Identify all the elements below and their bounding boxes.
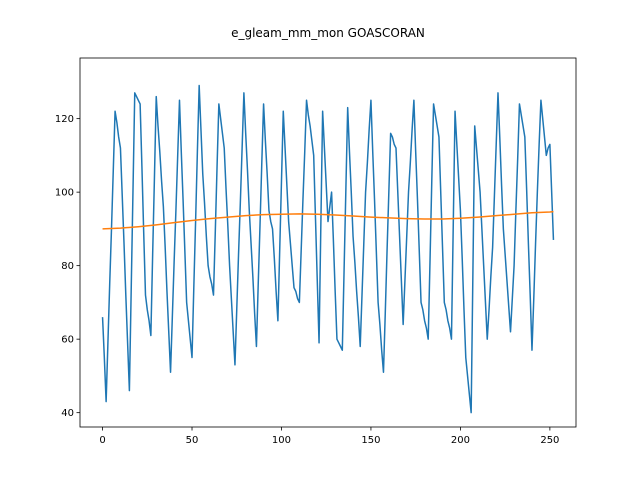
data-line	[102, 210, 554, 230]
y-tick-label: 60	[61, 335, 74, 346]
y-tick-label: 40	[61, 408, 74, 419]
y-tick-label: 80	[61, 261, 74, 272]
x-tick-label: 100	[272, 435, 291, 446]
x-tick-label: 150	[361, 435, 380, 446]
y-tick-label: 100	[55, 188, 74, 199]
data-line	[101, 84, 555, 414]
x-tick-label: 0	[99, 435, 105, 446]
x-tick-label: 50	[186, 435, 199, 446]
x-tick-label: 250	[540, 435, 559, 446]
x-tick-label: 200	[451, 435, 470, 446]
plot-frame	[79, 57, 577, 428]
y-tick-label: 120	[55, 114, 74, 125]
chart-title: e_gleam_mm_mon GOASCORAN	[231, 26, 425, 40]
